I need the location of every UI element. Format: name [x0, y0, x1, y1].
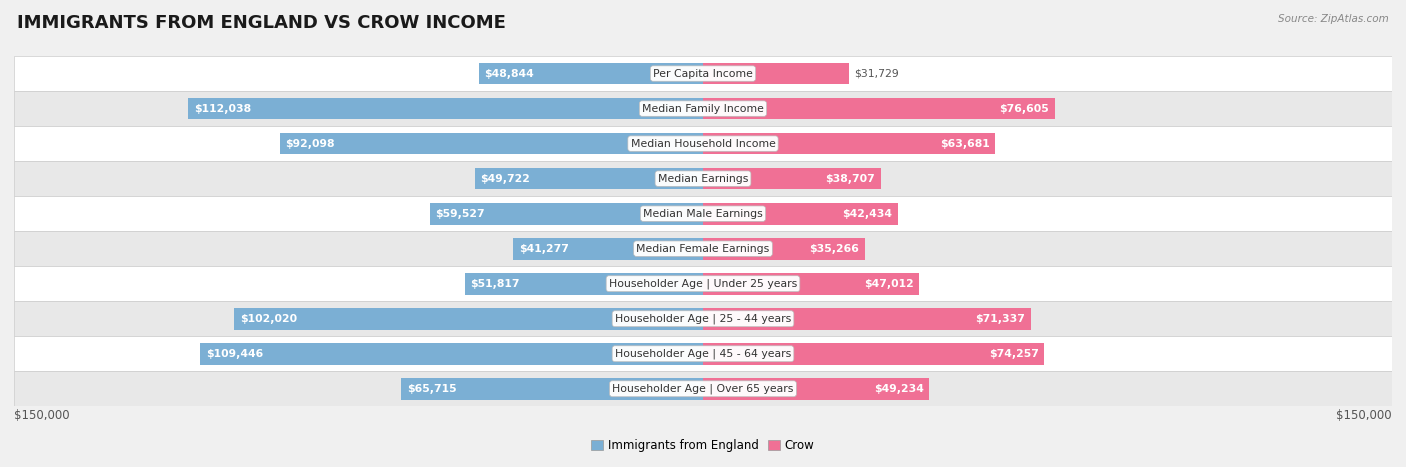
Text: IMMIGRANTS FROM ENGLAND VS CROW INCOME: IMMIGRANTS FROM ENGLAND VS CROW INCOME: [17, 14, 506, 32]
Text: Householder Age | Over 65 years: Householder Age | Over 65 years: [612, 383, 794, 394]
Text: $65,715: $65,715: [406, 384, 457, 394]
Text: Householder Age | 25 - 44 years: Householder Age | 25 - 44 years: [614, 313, 792, 324]
Text: $42,434: $42,434: [842, 209, 893, 219]
FancyBboxPatch shape: [200, 343, 703, 365]
FancyBboxPatch shape: [703, 133, 995, 155]
Text: $51,817: $51,817: [471, 279, 520, 289]
FancyBboxPatch shape: [513, 238, 703, 260]
FancyBboxPatch shape: [14, 266, 1392, 301]
FancyBboxPatch shape: [14, 231, 1392, 266]
Text: $49,234: $49,234: [873, 384, 924, 394]
Text: $102,020: $102,020: [240, 314, 297, 324]
FancyBboxPatch shape: [475, 168, 703, 190]
Legend: Immigrants from England, Crow: Immigrants from England, Crow: [586, 434, 820, 456]
Text: $31,729: $31,729: [855, 69, 898, 78]
FancyBboxPatch shape: [14, 56, 1392, 91]
FancyBboxPatch shape: [703, 273, 920, 295]
Text: $112,038: $112,038: [194, 104, 252, 113]
FancyBboxPatch shape: [703, 98, 1054, 120]
FancyBboxPatch shape: [401, 378, 703, 400]
Text: Median Female Earnings: Median Female Earnings: [637, 244, 769, 254]
Text: Source: ZipAtlas.com: Source: ZipAtlas.com: [1278, 14, 1389, 24]
Text: Householder Age | Under 25 years: Householder Age | Under 25 years: [609, 278, 797, 289]
Text: $150,000: $150,000: [14, 409, 70, 422]
FancyBboxPatch shape: [280, 133, 703, 155]
FancyBboxPatch shape: [703, 238, 865, 260]
Text: $59,527: $59,527: [434, 209, 485, 219]
FancyBboxPatch shape: [703, 203, 898, 225]
Text: $74,257: $74,257: [988, 349, 1039, 359]
FancyBboxPatch shape: [703, 343, 1045, 365]
FancyBboxPatch shape: [703, 308, 1031, 330]
Text: Median Family Income: Median Family Income: [643, 104, 763, 113]
FancyBboxPatch shape: [465, 273, 703, 295]
FancyBboxPatch shape: [14, 91, 1392, 126]
Text: $48,844: $48,844: [484, 69, 534, 78]
FancyBboxPatch shape: [703, 63, 849, 85]
Text: $35,266: $35,266: [810, 244, 859, 254]
Text: Median Earnings: Median Earnings: [658, 174, 748, 184]
Text: $47,012: $47,012: [863, 279, 914, 289]
Text: Median Male Earnings: Median Male Earnings: [643, 209, 763, 219]
FancyBboxPatch shape: [478, 63, 703, 85]
Text: $38,707: $38,707: [825, 174, 876, 184]
FancyBboxPatch shape: [14, 161, 1392, 196]
Text: Householder Age | 45 - 64 years: Householder Age | 45 - 64 years: [614, 348, 792, 359]
Text: $92,098: $92,098: [285, 139, 335, 149]
FancyBboxPatch shape: [703, 378, 929, 400]
FancyBboxPatch shape: [14, 371, 1392, 406]
Text: Median Household Income: Median Household Income: [630, 139, 776, 149]
FancyBboxPatch shape: [430, 203, 703, 225]
Text: $71,337: $71,337: [976, 314, 1025, 324]
Text: $49,722: $49,722: [479, 174, 530, 184]
FancyBboxPatch shape: [14, 126, 1392, 161]
Text: $41,277: $41,277: [519, 244, 569, 254]
Text: Per Capita Income: Per Capita Income: [652, 69, 754, 78]
FancyBboxPatch shape: [14, 196, 1392, 231]
FancyBboxPatch shape: [14, 336, 1392, 371]
FancyBboxPatch shape: [188, 98, 703, 120]
Text: $150,000: $150,000: [1336, 409, 1392, 422]
Text: $76,605: $76,605: [1000, 104, 1049, 113]
FancyBboxPatch shape: [235, 308, 703, 330]
Text: $109,446: $109,446: [205, 349, 263, 359]
FancyBboxPatch shape: [14, 301, 1392, 336]
FancyBboxPatch shape: [703, 168, 880, 190]
Text: $63,681: $63,681: [941, 139, 990, 149]
